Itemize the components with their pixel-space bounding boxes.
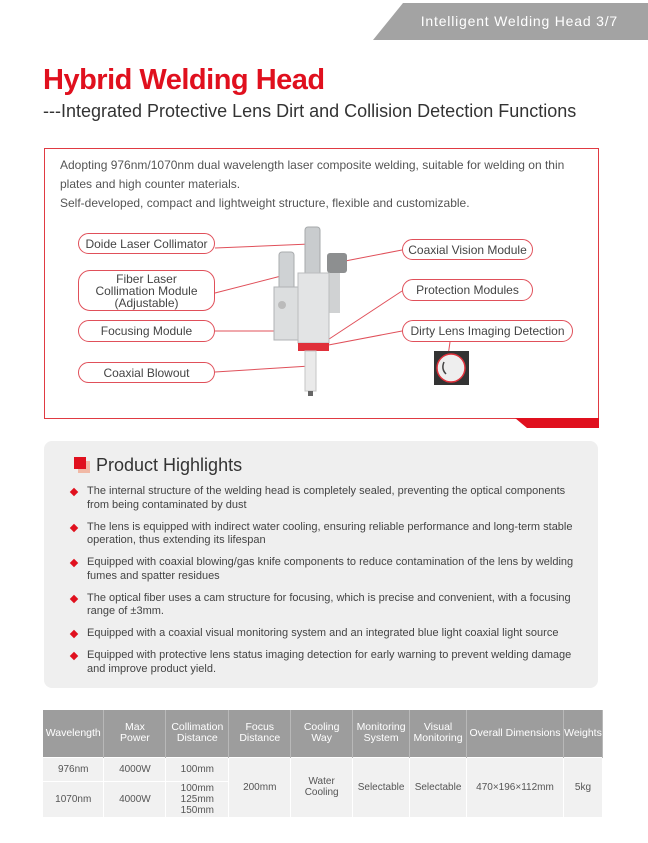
- col-header: Overall Dimensions: [466, 710, 564, 757]
- welding-head-image: [273, 226, 347, 396]
- cell: Selectable: [409, 756, 468, 817]
- label-protection-modules: Protection Modules: [402, 279, 533, 301]
- cell: 100mm: [165, 756, 230, 781]
- col-header: Monitoring System: [352, 710, 411, 757]
- leader-lines: [214, 243, 451, 373]
- col-header: Focus Distance: [228, 710, 292, 757]
- col-header: Cooling Way: [290, 710, 354, 757]
- cell: 1070nm: [43, 780, 105, 817]
- col-header: Weights: [563, 710, 604, 757]
- intro-line: Self-developed, compact and lightweight …: [60, 196, 470, 210]
- table-header-row: Wavelength Max Power Collimation Distance …: [43, 710, 604, 757]
- highlights-list: The internal structure of the welding he…: [70, 485, 580, 685]
- list-item: Equipped with coaxial blowing/gas knife …: [70, 556, 580, 583]
- label-doide-laser-collimator: Doide Laser Collimator: [78, 233, 215, 254]
- col-header: Visual Monitoring: [409, 710, 468, 757]
- spec-table: Wavelength Max Power Collimation Distance …: [43, 710, 604, 817]
- red-accent-tab: [515, 418, 599, 428]
- list-item: The internal structure of the welding he…: [70, 485, 580, 512]
- table-row: 976nm 4000W 100mm 200mm Water Cooling Sel…: [43, 756, 604, 817]
- cell: 4000W: [103, 780, 167, 817]
- highlights-title: Product Highlights: [96, 455, 243, 475]
- cell: Water Cooling: [290, 756, 354, 817]
- cell: 100mm 125mm 150mm: [165, 780, 230, 817]
- list-item: Equipped with a coaxial visual monitorin…: [70, 627, 580, 641]
- page-title: Hybrid Welding Head: [43, 64, 325, 96]
- label-coaxial-vision-module: Coaxial Vision Module: [402, 239, 533, 260]
- cell: 976nm: [43, 756, 105, 781]
- table-row: 1070nm 4000W 100mm 125mm 150mm: [43, 780, 603, 817]
- cell: 200mm: [228, 756, 292, 817]
- label-focusing-module: Focusing Module: [78, 320, 215, 342]
- label-fiber-laser-collimation: Fiber Laser Collimation Module (Adjustab…: [78, 270, 215, 311]
- label-coaxial-blowout: Coaxial Blowout: [78, 362, 215, 383]
- col-header: Collimation Distance: [165, 710, 230, 757]
- col-header: Max Power: [103, 710, 167, 757]
- label-line: Fiber Laser: [116, 271, 177, 286]
- list-item: Equipped with protective lens status ima…: [70, 649, 580, 676]
- dirty-lens-image: [434, 351, 469, 385]
- label-dirty-lens-detection: Dirty Lens Imaging Detection: [402, 320, 573, 342]
- welding-head-diagram: [214, 226, 469, 396]
- page-banner: Intelligent Welding Head 3/7: [373, 3, 648, 40]
- cell: Selectable: [352, 756, 411, 817]
- list-item: The lens is equipped with indirect water…: [70, 521, 580, 548]
- col-header: Wavelength: [43, 710, 105, 757]
- banner-text: Intelligent Welding Head 3/7: [420, 13, 618, 29]
- cell: 470×196×112mm: [466, 756, 564, 817]
- intro-line: Adopting 976nm/1070nm dual wavelength la…: [60, 158, 565, 191]
- intro-text: Adopting 976nm/1070nm dual wavelength la…: [60, 156, 590, 213]
- cell: 5kg: [563, 756, 604, 817]
- page-subtitle: ---Integrated Protective Lens Dirt and C…: [43, 101, 577, 121]
- list-item: The optical fiber uses a cam structure f…: [70, 592, 580, 619]
- label-line: (Adjustable): [114, 295, 179, 310]
- cell: 4000W: [103, 756, 167, 781]
- label-line: Collimation Module: [95, 283, 198, 298]
- product-highlights-panel: Product Highlights The internal structur…: [44, 441, 598, 688]
- square-bullet-icon: [74, 457, 90, 473]
- product-frame: [44, 148, 599, 419]
